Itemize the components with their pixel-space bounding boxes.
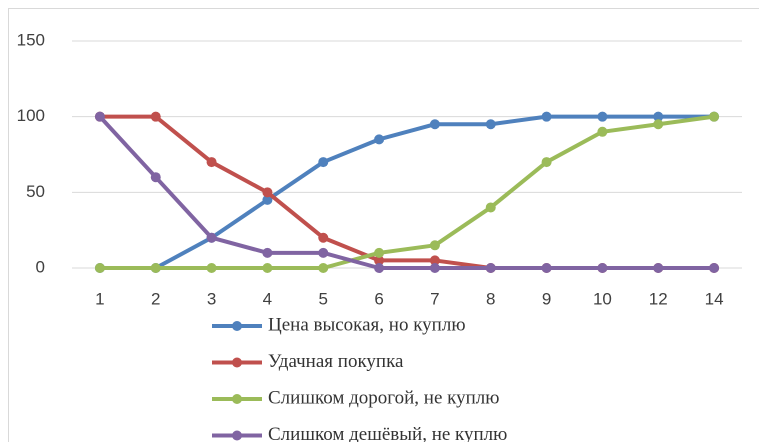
data-point <box>206 157 217 168</box>
data-point <box>485 202 496 213</box>
data-point <box>597 126 608 137</box>
x-tick-label: 14 <box>705 289 724 308</box>
data-point <box>597 263 608 273</box>
data-point <box>541 263 552 273</box>
data-point <box>150 111 161 122</box>
data-point <box>150 172 161 183</box>
legend-label: Слишком дорогой, не куплю <box>268 387 499 408</box>
data-point <box>597 111 608 122</box>
data-point <box>709 263 720 273</box>
x-tick-label: 4 <box>263 289 272 308</box>
x-tick-label: 9 <box>542 289 551 308</box>
data-point <box>94 263 105 273</box>
series-line <box>98 115 715 270</box>
data-point <box>541 157 552 168</box>
x-tick-label: 12 <box>649 289 668 308</box>
data-point <box>374 247 385 258</box>
data-point <box>206 232 217 243</box>
data-point <box>150 263 161 273</box>
data-point <box>374 134 385 145</box>
legend-marker <box>232 321 242 331</box>
x-tick-label: 8 <box>486 289 495 308</box>
data-point <box>318 247 329 258</box>
series-line <box>99 114 715 270</box>
data-point <box>429 119 440 130</box>
legend-marker <box>232 394 242 404</box>
data-point <box>94 111 105 122</box>
data-point <box>262 263 273 273</box>
data-point <box>485 119 496 130</box>
data-point <box>485 263 496 273</box>
data-point <box>262 194 273 205</box>
data-point <box>429 240 440 251</box>
data-point <box>429 255 440 266</box>
data-point <box>318 232 329 243</box>
data-point <box>541 111 552 122</box>
legend-marker <box>232 430 242 441</box>
x-tick-label: 3 <box>207 289 216 308</box>
chart-border <box>8 8 759 442</box>
data-point <box>709 111 720 122</box>
y-tick-label: 50 <box>26 182 45 201</box>
x-tick-label: 2 <box>151 289 160 308</box>
x-tick-label: 1 <box>95 289 104 308</box>
x-tick-label: 5 <box>319 289 328 308</box>
data-point <box>206 263 217 273</box>
x-tick-label: 6 <box>374 289 383 308</box>
data-point <box>374 255 385 266</box>
data-point <box>653 111 664 122</box>
data-point <box>262 187 273 198</box>
data-point <box>318 157 329 168</box>
data-point <box>653 119 664 130</box>
x-tick-label: 10 <box>593 289 612 308</box>
x-tick-label: 7 <box>430 289 439 308</box>
data-point <box>262 247 273 258</box>
y-tick-label: 0 <box>36 257 45 276</box>
data-point <box>318 263 329 273</box>
legend-label: Удачная покупка <box>268 351 404 372</box>
data-point <box>374 263 385 273</box>
legend-marker <box>232 357 242 368</box>
legend-label: Слишком дешёвый, не куплю <box>268 424 507 442</box>
data-point <box>429 263 440 273</box>
series-line <box>99 114 715 270</box>
legend-label: Цена высокая, но куплю <box>268 314 466 335</box>
y-tick-label: 100 <box>17 106 45 125</box>
y-tick-label: 150 <box>17 30 45 49</box>
data-point <box>653 263 664 273</box>
